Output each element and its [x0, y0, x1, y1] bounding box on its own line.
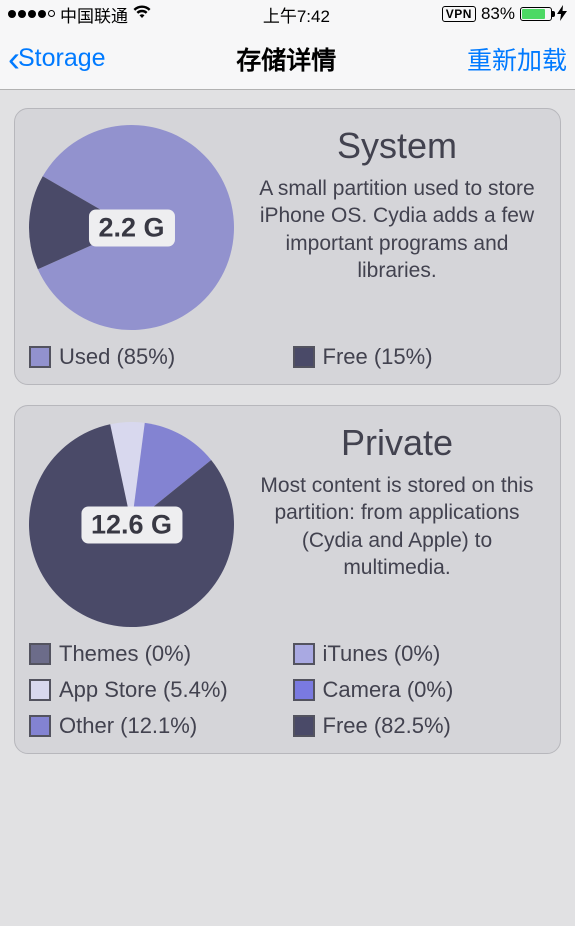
nav-bar: ‹ Storage 存储详情 重新加载 — [0, 28, 575, 90]
legend-label: App Store (5.4%) — [59, 677, 228, 703]
page-title: 存储详情 — [236, 41, 336, 77]
legend-swatch — [29, 715, 51, 737]
battery-icon — [520, 7, 552, 21]
vpn-badge: VPN — [442, 6, 476, 22]
legend-swatch — [293, 643, 315, 665]
legend-label: Used (85%) — [59, 344, 175, 370]
legend-swatch — [293, 679, 315, 701]
legend-label: Free (15%) — [323, 344, 433, 370]
legend-label: Themes (0%) — [59, 641, 191, 667]
pie-wrap: 2.2 G — [29, 125, 234, 330]
pie-wrap: 12.6 G — [29, 422, 234, 627]
status-time: 上午7:42 — [263, 2, 330, 27]
carrier-label: 中国联通 — [60, 2, 128, 27]
wifi-icon — [133, 5, 151, 24]
reload-button[interactable]: 重新加载 — [467, 41, 567, 77]
legend-item: Themes (0%) — [29, 641, 283, 667]
legend-swatch — [29, 643, 51, 665]
card-title: System — [248, 125, 546, 167]
legend-item: Used (85%) — [29, 344, 283, 370]
legend-label: Camera (0%) — [323, 677, 454, 703]
legend-item: Camera (0%) — [293, 677, 547, 703]
legend-swatch — [293, 715, 315, 737]
pie-center-label: 2.2 G — [88, 209, 174, 246]
legend-swatch — [29, 679, 51, 701]
legend-swatch — [29, 346, 51, 368]
status-bar: 中国联通 上午7:42 VPN 83% — [0, 0, 575, 28]
legend: Themes (0%) iTunes (0%) App Store (5.4%)… — [29, 641, 546, 739]
legend-label: iTunes (0%) — [323, 641, 441, 667]
signal-strength-icon — [8, 10, 55, 18]
battery-percent: 83% — [481, 4, 515, 24]
legend: Used (85%) Free (15%) — [29, 344, 546, 370]
legend-item: Other (12.1%) — [29, 713, 283, 739]
legend-swatch — [293, 346, 315, 368]
content-area: 2.2 G System A small partition used to s… — [0, 90, 575, 792]
storage-card-system: 2.2 G System A small partition used to s… — [14, 108, 561, 385]
back-button[interactable]: ‹ Storage — [8, 44, 106, 73]
pie-center-label: 12.6 G — [81, 506, 182, 543]
legend-item: Free (82.5%) — [293, 713, 547, 739]
legend-item: Free (15%) — [293, 344, 547, 370]
card-description: A small partition used to store iPhone O… — [248, 175, 546, 284]
card-title: Private — [248, 422, 546, 464]
legend-item: iTunes (0%) — [293, 641, 547, 667]
status-left: 中国联通 — [8, 2, 151, 27]
status-right: VPN 83% — [442, 4, 567, 24]
back-label: Storage — [18, 44, 106, 73]
legend-label: Free (82.5%) — [323, 713, 451, 739]
legend-item: App Store (5.4%) — [29, 677, 283, 703]
storage-card-private: 12.6 G Private Most content is stored on… — [14, 405, 561, 754]
legend-label: Other (12.1%) — [59, 713, 197, 739]
card-description: Most content is stored on this partition… — [248, 472, 546, 581]
battery-fill — [522, 9, 545, 19]
charging-icon — [557, 5, 567, 24]
